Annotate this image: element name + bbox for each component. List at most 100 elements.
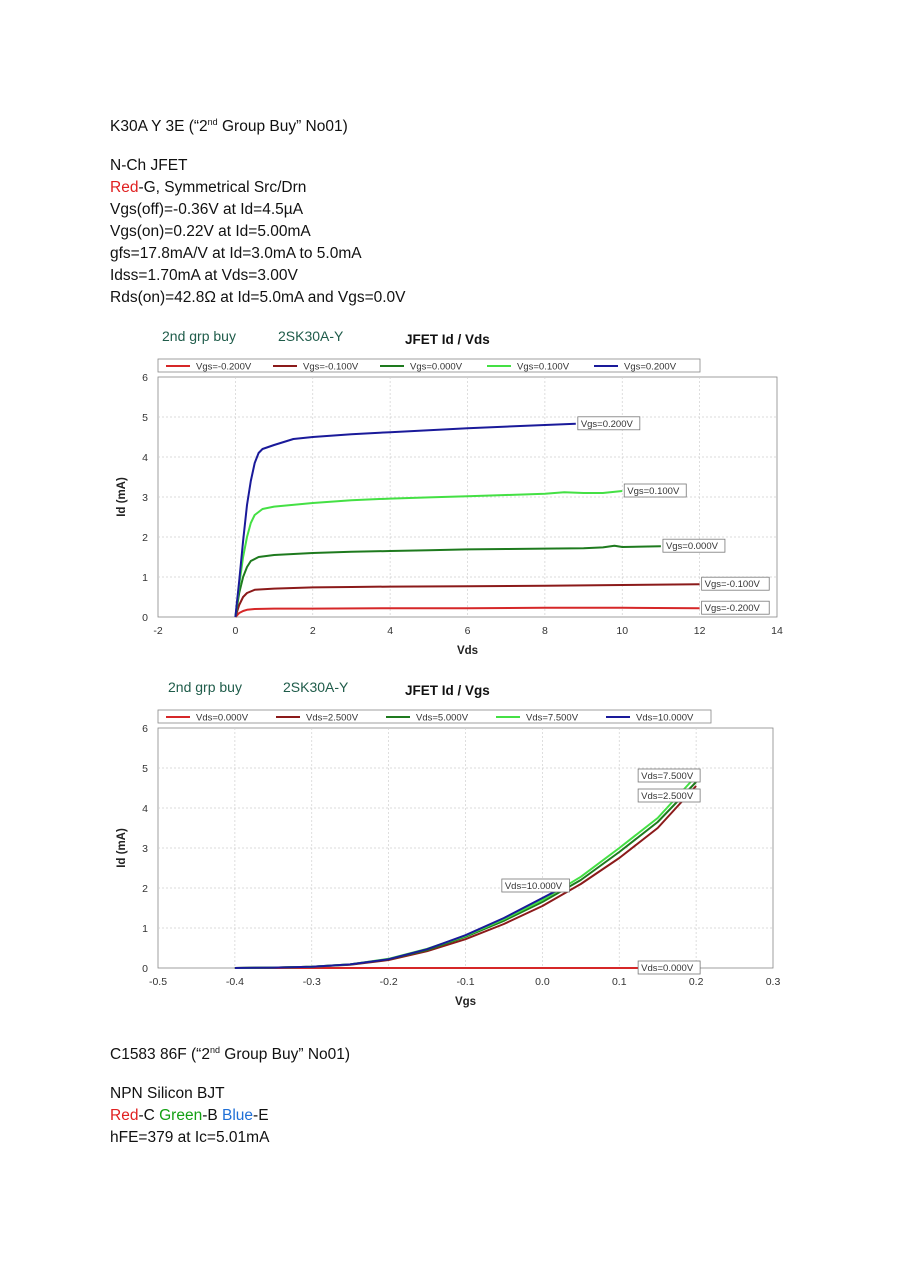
series-line bbox=[234, 544, 661, 618]
chart-legend: Vgs=-0.200V Vgs=-0.100V Vgs=0.000V Vgs=0.10… bbox=[157, 358, 701, 373]
y-axis-label: Id (mA) bbox=[116, 477, 128, 517]
x-tick-label: 0.3 bbox=[766, 976, 781, 988]
end-label-box bbox=[637, 768, 701, 783]
x-tick-label: 12 bbox=[694, 625, 706, 637]
legend-label: Vgs=0.200V bbox=[624, 362, 677, 373]
legend-frame bbox=[157, 358, 701, 373]
y-tick-label: 2 bbox=[142, 532, 148, 544]
x-tick-label: 4 bbox=[387, 625, 393, 637]
y-tick-label: 6 bbox=[142, 723, 148, 735]
series-line bbox=[234, 885, 566, 969]
section2-type: NPN Silicon BJT bbox=[110, 1085, 225, 1102]
section1-heading-sup: nd bbox=[207, 117, 218, 127]
x-axis-label: Vgs bbox=[455, 996, 476, 1008]
section2-heading-main: C1583 86F (“2 bbox=[110, 1046, 210, 1063]
series-line bbox=[234, 606, 700, 618]
chart-legend: Vds=0.000V Vds=2.500V Vds=5.000V Vds=7.500V… bbox=[157, 709, 712, 724]
spec-vgs-off: Vgs(off)=-0.36V at Id=4.5µA bbox=[110, 201, 304, 218]
y-tick-label: 3 bbox=[142, 492, 148, 504]
legend-label: Vds=10.000V bbox=[636, 713, 694, 724]
legend-label: Vds=7.500V bbox=[526, 713, 579, 724]
section1-heading-main: K30A Y 3E (“2 bbox=[110, 118, 208, 135]
x-tick-label: -0.1 bbox=[456, 976, 474, 988]
chart-header-left: 2nd grp buy bbox=[168, 679, 242, 695]
chart-id-vds: 2nd grp buy 2SK30A-Y JFET Id / Vds Vgs=-0.2… bbox=[116, 328, 783, 657]
chart-title: JFET Id / Vds bbox=[405, 332, 490, 347]
end-label: Vds=10.000V bbox=[505, 881, 563, 892]
legend-label: Vds=0.000V bbox=[196, 713, 249, 724]
y-tick-label: 2 bbox=[142, 883, 148, 895]
end-label-box bbox=[637, 960, 701, 975]
section2-heading-tail: Group Buy” No01) bbox=[219, 1046, 351, 1063]
x-tick-label: 0.1 bbox=[612, 976, 627, 988]
pin-e-desc: -E bbox=[253, 1107, 269, 1124]
y-tick-label: 5 bbox=[142, 763, 148, 775]
series-line bbox=[234, 490, 623, 618]
pin-b-color-label: Green bbox=[159, 1107, 203, 1124]
x-tick-label: 6 bbox=[465, 625, 471, 637]
x-tick-label: 0.2 bbox=[689, 976, 704, 988]
x-tick-label: 0.0 bbox=[535, 976, 550, 988]
chart-header-model: 2SK30A-Y bbox=[278, 328, 344, 344]
end-label-box bbox=[701, 600, 770, 615]
section2-pinout: Red-C Green-B Blue-E bbox=[110, 1105, 269, 1127]
x-axis-label: Vds bbox=[457, 645, 478, 657]
chart-header-left: 2nd grp buy bbox=[162, 328, 236, 344]
series-line bbox=[234, 583, 700, 618]
end-label: Vgs=-0.200V bbox=[705, 603, 761, 614]
chart-id-vgs: 2nd grp buy 2SK30A-Y JFET Id / Vgs Vds=0.00… bbox=[116, 679, 781, 1008]
end-label-box bbox=[662, 538, 726, 553]
end-label-box bbox=[623, 483, 687, 498]
section2-heading: C1583 86F (“2nd Group Buy” No01) bbox=[110, 1039, 350, 1066]
chart-header-model: 2SK30A-Y bbox=[283, 679, 349, 695]
series-line bbox=[234, 422, 576, 618]
x-tick-label: 14 bbox=[771, 625, 783, 637]
legend-label: Vgs=0.000V bbox=[410, 362, 463, 373]
y-tick-label: 1 bbox=[142, 572, 148, 584]
spec-hfe: hFE=379 at Ic=5.01mA bbox=[110, 1129, 270, 1146]
x-tick-label: 2 bbox=[310, 625, 316, 637]
section1-pinout: Red-G, Symmetrical Src/Drn bbox=[110, 177, 306, 199]
x-tick-label: -0.4 bbox=[226, 976, 244, 988]
section1-heading-tail: Group Buy” No01) bbox=[217, 118, 348, 135]
y-axis-label: Id (mA) bbox=[116, 828, 128, 868]
y-tick-label: 6 bbox=[142, 372, 148, 384]
pin-c-color-label: Red bbox=[110, 1107, 139, 1124]
end-label: Vgs=0.200V bbox=[581, 419, 634, 430]
end-label-box bbox=[577, 416, 641, 431]
x-tick-label: -0.2 bbox=[380, 976, 398, 988]
y-tick-label: 1 bbox=[142, 923, 148, 935]
legend-label: Vgs=-0.100V bbox=[303, 362, 359, 373]
y-tick-label: 4 bbox=[142, 803, 148, 815]
pin-b-desc: -B bbox=[202, 1107, 223, 1124]
legend-label: Vgs=-0.200V bbox=[196, 362, 252, 373]
y-tick-label: 0 bbox=[142, 612, 148, 624]
end-label-box bbox=[501, 878, 570, 893]
pin-g-desc: -G, Symmetrical Src/Drn bbox=[138, 179, 307, 196]
section1-heading: K30A Y 3E (“2nd Group Buy” No01) bbox=[110, 111, 348, 138]
legend-label: Vgs=0.100V bbox=[517, 362, 570, 373]
legend-label: Vds=5.000V bbox=[416, 713, 469, 724]
y-tick-label: 5 bbox=[142, 412, 148, 424]
x-tick-label: 10 bbox=[616, 625, 628, 637]
end-label: Vds=0.000V bbox=[641, 963, 694, 974]
end-label-box bbox=[637, 788, 701, 803]
chart-title: JFET Id / Vgs bbox=[405, 683, 490, 698]
pin-c-desc: -C bbox=[138, 1107, 160, 1124]
end-label: Vds=2.500V bbox=[641, 791, 694, 802]
section1-type: N-Ch JFET bbox=[110, 157, 188, 174]
legend-frame bbox=[157, 709, 712, 724]
end-label: Vds=7.500V bbox=[641, 771, 694, 782]
y-tick-label: 3 bbox=[142, 843, 148, 855]
end-label: Vgs=0.100V bbox=[627, 486, 680, 497]
section2-heading-sup: nd bbox=[209, 1045, 220, 1055]
pin-e-color-label: Blue bbox=[222, 1107, 254, 1124]
y-tick-label: 0 bbox=[142, 963, 148, 975]
x-tick-label: -2 bbox=[153, 625, 162, 637]
spec-gfs: gfs=17.8mA/V at Id=3.0mA to 5.0mA bbox=[110, 245, 362, 262]
end-label: Vgs=-0.100V bbox=[705, 579, 761, 590]
spec-idss: Idss=1.70mA at Vds=3.00V bbox=[110, 267, 298, 284]
x-tick-label: 0 bbox=[232, 625, 238, 637]
spec-rds-on: Rds(on)=42.8Ω at Id=5.0mA and Vgs=0.0V bbox=[110, 289, 406, 306]
x-tick-label: -0.5 bbox=[149, 976, 167, 988]
